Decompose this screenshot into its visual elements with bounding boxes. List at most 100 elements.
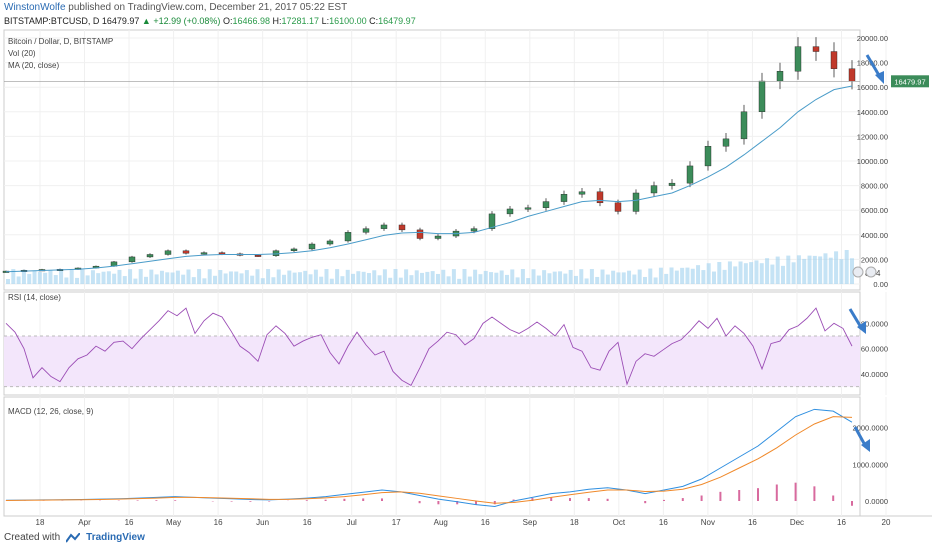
trend-arrow-icon [865,54,882,78]
x-tick-label: Nov [701,518,715,527]
x-tick-label: Dec [790,518,804,527]
volume-bar [75,277,80,284]
author-link[interactable]: WinstonWolfe [4,2,66,13]
volume-bar [706,263,711,284]
low-label: L: [321,16,330,26]
rsi-axis-label: 60.0000 [861,345,888,354]
volume-bar [276,269,281,284]
x-tick-label: 16 [303,518,312,527]
price-panel-title: Bitcoin / Dollar, D, BITSTAMP [8,37,113,46]
volume-bar [37,272,42,284]
volume-bar [409,275,414,284]
volume-bar [727,261,732,284]
candle-up [650,185,658,194]
trend-arrowhead-icon [875,71,884,84]
candle-up [578,191,586,195]
volume-bar [420,272,425,284]
volume-bar [191,277,196,284]
event-badge-icon [852,266,864,278]
volume-bar [711,271,716,284]
volume-bar [674,270,679,284]
volume-bar [287,270,292,284]
volume-bar [526,278,531,284]
volume-bar [536,275,541,284]
volume-bar [138,269,143,284]
volume-bar [96,273,101,284]
volume-bar [850,258,854,284]
volume-bar [170,272,175,284]
volume-bar [749,262,754,284]
price-axis-label: 8000.00 [861,182,888,191]
volume-bar [818,256,823,284]
signal-line [5,416,853,504]
price-axis-label: 10000.00 [857,157,888,166]
volume-bar [128,269,133,284]
volume-bar [27,274,32,284]
volume-bar [282,274,287,284]
volume-bar [377,275,382,284]
footer: Created with TradingView [4,532,145,543]
volume-bar [21,269,26,284]
volume-bar [90,270,95,284]
volume-bar [812,255,817,284]
volume-bar [393,269,398,284]
volume-bar [802,258,807,284]
volume-bar [547,273,552,284]
volume-bar [133,278,138,284]
volume-bar [234,271,239,284]
rsi-panel-title: RSI (14, close) [8,293,61,302]
volume-bar [807,255,812,284]
volume-bar [621,272,626,284]
volume-bar [213,275,218,284]
volume-bar [218,270,223,284]
volume-bar [446,276,451,284]
volume-bar [244,270,249,284]
candle-up [488,213,496,229]
candle-up [128,256,136,263]
volume-bar [303,270,308,284]
chart-svg[interactable]: 18 Apr 16 May 16 Jun 16 Jul 17 Aug 16 Sep 18 Oct 16 Nov… [0,0,932,530]
x-tick-label: 16 [214,518,223,527]
rsi-axis-label: 40.0000 [861,370,888,379]
volume-bar [313,269,318,284]
price-axis-label: 6000.00 [861,206,888,215]
volume-bar [388,277,393,284]
volume-bar [340,276,345,284]
volume-bar [680,267,685,284]
x-tick-label: Sep [523,518,538,527]
volume-bar [568,269,573,284]
volume-bar [271,277,276,284]
candle-up [470,228,478,232]
ma-indicator-label: MA (20, close) [8,61,59,70]
volume-bar [467,276,472,284]
volume-bar [717,262,722,284]
volume-bar [637,269,642,284]
volume-bar [791,262,796,284]
last-price-tag [891,75,929,88]
candle-down [254,254,262,257]
volume-bar [589,269,594,284]
volume-bar [595,276,600,284]
volume-bar [616,272,621,284]
volume-bar [324,269,329,284]
volume-bar [112,273,117,284]
ma20-line [5,85,853,273]
candle-down [218,252,226,255]
candle-up [776,71,784,82]
volume-bar [611,270,616,284]
candle-down [596,191,604,204]
volume-bar [85,275,90,284]
macd-axis-label: 0.0000 [865,497,888,506]
candle-down [830,51,838,69]
event-badge-icon [865,266,877,278]
volume-bar [722,269,727,284]
tradingview-brand[interactable]: TradingView [86,532,145,543]
volume-bar [197,269,202,284]
candle-up [632,192,640,212]
open-label: O: [222,16,233,26]
volume-badge-label: 4 [876,269,881,278]
volume-bar [223,273,228,284]
volume-bar [228,271,233,284]
price-axis-label: 16000.00 [857,83,888,92]
volume-bar [202,278,207,284]
